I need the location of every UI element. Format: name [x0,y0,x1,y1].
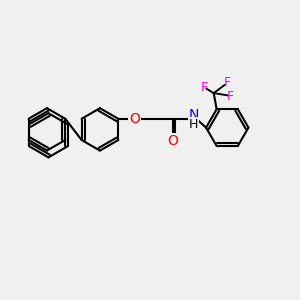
Text: F: F [201,81,208,94]
Text: F: F [224,76,230,89]
Text: N: N [188,108,199,122]
Text: O: O [129,112,140,126]
Text: H: H [189,118,198,130]
Text: O: O [167,134,178,148]
Text: F: F [226,89,233,103]
